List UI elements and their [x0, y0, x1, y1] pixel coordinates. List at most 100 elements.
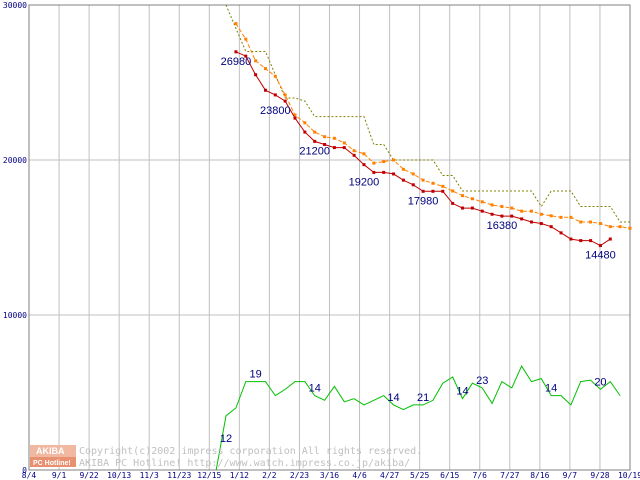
data-point	[421, 178, 425, 182]
x-tick-label: 9/28	[590, 471, 609, 480]
data-point	[234, 50, 238, 54]
data-point	[283, 93, 287, 97]
shop-count-label: 14	[545, 383, 557, 395]
x-tick-label: 2/23	[290, 471, 309, 480]
data-point	[490, 212, 494, 216]
x-tick-label: 10/13	[107, 471, 131, 480]
data-point	[313, 139, 317, 143]
data-point	[254, 73, 258, 77]
data-point	[500, 214, 504, 218]
data-point	[589, 220, 593, 224]
data-point	[451, 201, 455, 205]
data-point	[293, 113, 297, 117]
data-point	[461, 194, 465, 198]
data-point	[303, 130, 307, 134]
data-point	[382, 160, 386, 164]
price-label: 21200	[299, 145, 330, 157]
data-point	[451, 189, 455, 193]
y-axis-ticks: 0 10000 20000 30000	[3, 1, 27, 475]
shop-count-label: 14	[387, 392, 399, 404]
data-point	[431, 181, 435, 185]
data-point	[323, 143, 327, 146]
x-tick-label: 7/6	[473, 471, 488, 480]
data-point	[411, 172, 415, 176]
data-labels: 26980 23800 21200 19200 17980 16380 14480 12 19 1…	[220, 56, 616, 445]
data-point	[589, 239, 593, 243]
data-point	[529, 209, 533, 213]
x-tick-label: 9/1	[52, 471, 67, 480]
data-point	[520, 217, 524, 221]
data-point	[332, 146, 336, 150]
data-point	[598, 222, 602, 226]
data-point	[559, 231, 563, 235]
data-point	[372, 161, 376, 165]
data-point	[510, 206, 514, 210]
data-point	[608, 225, 612, 229]
data-point	[480, 209, 484, 213]
x-tick-label: 6/15	[440, 471, 459, 480]
data-point	[529, 220, 533, 224]
data-point	[598, 244, 602, 248]
data-point	[608, 237, 612, 241]
data-point	[401, 178, 405, 182]
x-tick-label: 3/16	[320, 471, 339, 480]
y-tick-label: 30000	[3, 1, 27, 10]
data-point	[342, 146, 346, 150]
footer: AKIBA PC Hotline! Copyright(c)2002 impre…	[30, 445, 422, 469]
x-tick-label: 5/25	[410, 471, 429, 480]
x-tick-label: 11/23	[167, 471, 191, 480]
x-tick-label: 2/2	[262, 471, 277, 480]
series-line-max-price	[225, 4, 630, 223]
data-point	[480, 200, 484, 204]
copyright-line1: Copyright(c)2002 impress corporation All…	[79, 446, 422, 457]
data-point	[244, 54, 248, 58]
data-point	[273, 93, 277, 97]
data-point	[263, 88, 267, 92]
data-point	[273, 74, 277, 78]
x-tick-label: 4/6	[352, 471, 367, 480]
x-tick-label: 8/16	[530, 471, 549, 480]
data-point	[569, 215, 573, 219]
logo-line1: AKIBA	[36, 446, 65, 456]
data-point	[461, 206, 465, 210]
price-label: 16380	[487, 220, 518, 232]
shop-count-label: 23	[476, 375, 488, 387]
data-point	[362, 163, 366, 167]
data-point	[618, 225, 622, 229]
x-tick-label: 10/19	[618, 471, 640, 480]
y-tick-label: 0	[22, 466, 27, 475]
data-point	[500, 205, 504, 208]
data-point	[510, 214, 514, 218]
data-point	[352, 153, 356, 157]
x-tick-label: 12/15	[197, 471, 221, 480]
price-label: 23800	[260, 105, 291, 117]
data-point	[244, 37, 248, 41]
data-point	[421, 189, 425, 193]
shop-count-label: 19	[249, 369, 261, 381]
data-point	[628, 226, 632, 230]
series-line-shop-count	[215, 365, 621, 471]
data-point	[431, 189, 435, 193]
price-label: 26980	[221, 56, 252, 68]
data-point	[293, 116, 297, 120]
data-point	[549, 225, 553, 229]
shop-count-label: 21	[417, 392, 429, 404]
data-point	[303, 121, 307, 125]
x-tick-label: 11/3	[140, 471, 159, 480]
price-label: 17980	[408, 195, 439, 207]
x-tick-label: 8/4	[22, 471, 37, 480]
x-tick-label: 7/27	[500, 471, 519, 480]
data-point	[254, 59, 258, 63]
data-point	[520, 209, 524, 213]
x-tick-label: 9/7	[563, 471, 578, 480]
data-point	[323, 135, 327, 139]
data-point	[382, 170, 386, 174]
copyright-line2: AKIBA PC Hotline! http://www.watch.impre…	[79, 458, 410, 469]
y-tick-label: 10000	[3, 311, 27, 320]
shop-count-label: 12	[220, 433, 232, 445]
data-point	[263, 67, 267, 71]
data-point	[352, 149, 356, 153]
data-point	[579, 220, 583, 224]
data-point	[490, 203, 494, 207]
logo-line2: PC Hotline!	[33, 460, 71, 467]
